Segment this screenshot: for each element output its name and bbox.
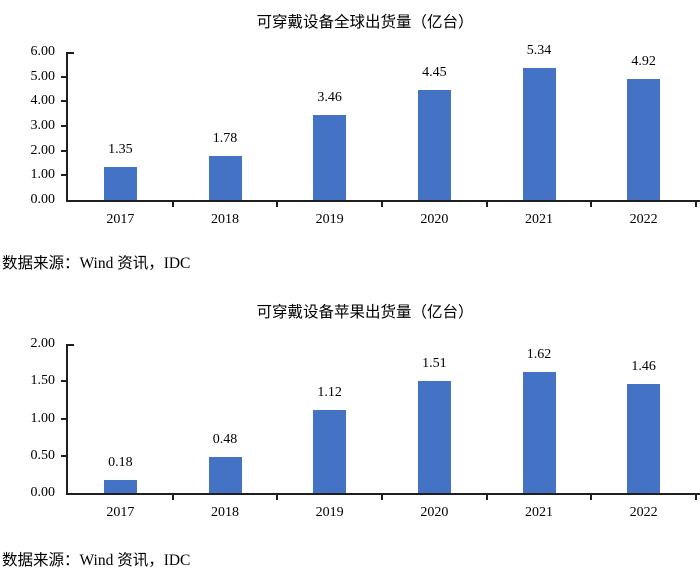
source-note-apple: 数据来源：Wind 资讯，IDC — [2, 552, 191, 569]
bar-value-label: 5.34 — [526, 43, 552, 59]
x-axis-category-label: 2020 — [420, 505, 449, 520]
x-axis-category-label: 2022 — [629, 505, 658, 520]
bar-2018 — [208, 457, 242, 493]
y-axis-tick — [61, 454, 66, 457]
x-axis-category-label: 2020 — [420, 212, 449, 227]
y-axis-tick — [61, 125, 66, 127]
source-note-global: 数据来源：Wind 资讯，IDC — [2, 255, 191, 272]
bar-2022 — [627, 78, 661, 200]
y-axis-tick-label: 5.00 — [30, 68, 56, 84]
y-axis-tick-label: 0.00 — [30, 192, 56, 207]
y-axis-tick-label: 4.00 — [30, 93, 56, 109]
x-axis-tick — [381, 495, 383, 500]
bar-2022 — [627, 384, 661, 493]
bar-value-label: 1.35 — [108, 141, 133, 157]
x-axis-category-label: 2019 — [315, 212, 344, 227]
y-axis-tick-label: 1.50 — [30, 373, 56, 389]
x-axis-tick — [485, 495, 488, 500]
bar-value-label: 1.12 — [317, 384, 342, 400]
x-axis-tick — [381, 202, 383, 207]
y-axis-tick-label: 0.50 — [30, 447, 56, 463]
y-axis-tick-label: 2.00 — [30, 336, 56, 351]
x-axis-tick — [171, 202, 174, 207]
x-axis-tick — [590, 495, 593, 500]
bar-value-label: 1.78 — [212, 131, 238, 147]
bar-value-label: 1.46 — [631, 359, 656, 375]
bar-2019 — [313, 114, 347, 200]
y-axis-tick — [61, 417, 66, 420]
bar-2017 — [103, 166, 137, 200]
x-axis-line — [66, 200, 700, 202]
x-axis-tick — [590, 202, 593, 207]
bar-value-label: 3.46 — [317, 89, 342, 105]
bar-value-label: 0.18 — [108, 454, 133, 470]
y-axis-tick — [61, 149, 66, 152]
x-axis-tick — [695, 495, 697, 500]
x-axis-category-label: 2017 — [106, 505, 135, 520]
y-axis-line — [66, 344, 68, 495]
x-axis-category-label: 2018 — [211, 505, 239, 520]
bar-value-label: 1.51 — [422, 355, 447, 371]
x-axis-category-label: 2021 — [525, 505, 553, 520]
y-axis-tick-label: 6.00 — [30, 44, 56, 59]
y-axis-tick-label: 2.00 — [30, 142, 56, 158]
x-axis-line — [66, 493, 700, 495]
bar-2017 — [103, 479, 137, 493]
bar-value-label: 1.62 — [526, 347, 552, 363]
bar-value-label: 4.45 — [422, 65, 447, 81]
chart-title-apple-shipments: 可穿戴设备苹果出货量（亿台） — [256, 304, 474, 321]
chart-title-global-shipments: 可穿戴设备全球出货量（亿台） — [256, 14, 474, 31]
bar-value-label: 4.92 — [631, 53, 656, 69]
x-axis-tick — [276, 202, 279, 207]
bar-2021 — [522, 68, 556, 200]
x-axis-category-label: 2022 — [629, 212, 658, 227]
x-axis-category-label: 2021 — [525, 212, 553, 227]
y-axis-tick-label: 1.00 — [30, 167, 56, 183]
bar-2020 — [417, 380, 451, 493]
x-axis-category-label: 2019 — [315, 505, 344, 520]
bar-value-label: 0.48 — [212, 432, 238, 448]
y-axis-top-tick — [68, 344, 74, 346]
bar-2021 — [522, 372, 556, 493]
bar-2019 — [313, 409, 347, 493]
x-axis-tick — [485, 202, 488, 207]
x-axis-tick — [695, 202, 697, 207]
x-axis-tick — [171, 495, 174, 500]
x-axis-category-label: 2018 — [211, 212, 239, 227]
x-axis-category-label: 2017 — [106, 212, 135, 227]
y-axis-tick — [61, 100, 66, 103]
bar-2020 — [417, 90, 451, 200]
x-axis-tick — [276, 495, 279, 500]
y-axis-tick — [61, 75, 66, 78]
y-axis-tick — [61, 174, 66, 177]
bar-2018 — [208, 156, 242, 200]
y-axis-tick-label: 0.00 — [30, 485, 56, 500]
y-axis-tick-label: 1.00 — [30, 410, 56, 426]
y-axis-tick-label: 3.00 — [30, 118, 56, 133]
y-axis-tick — [61, 380, 66, 383]
y-axis-top-tick — [68, 52, 74, 54]
y-axis-line — [66, 52, 68, 202]
